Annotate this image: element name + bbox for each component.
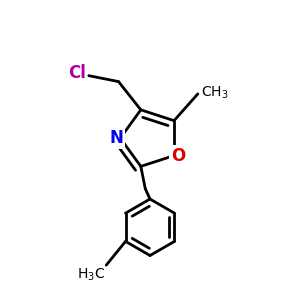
Text: Cl: Cl: [68, 64, 86, 82]
Text: CH$_3$: CH$_3$: [201, 84, 228, 101]
Text: H$_3$C: H$_3$C: [77, 267, 105, 283]
Text: N: N: [110, 129, 124, 147]
Text: O: O: [171, 147, 185, 165]
Text: O: O: [171, 147, 185, 165]
Text: N: N: [110, 129, 124, 147]
